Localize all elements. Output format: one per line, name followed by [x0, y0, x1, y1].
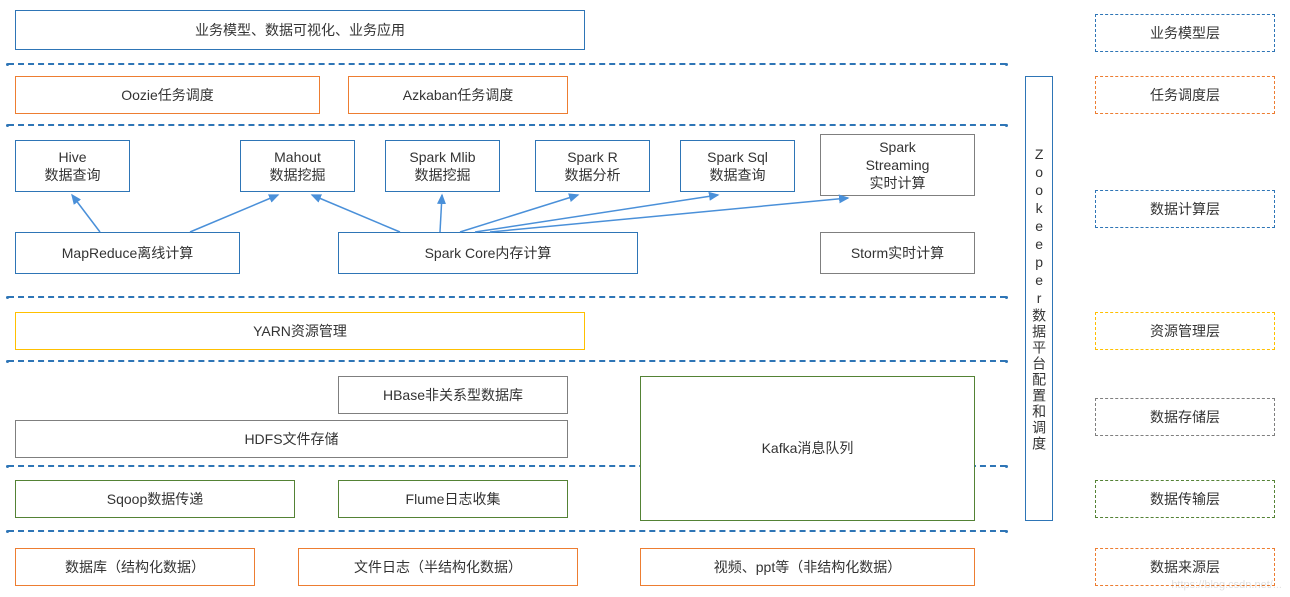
layer-label-storage: 数据存储层 [1095, 398, 1275, 436]
node-kafka: Kafka消息队列 [640, 376, 975, 521]
node-label: Storm实时计算 [851, 244, 944, 262]
node-label: 视频、ppt等（非结构化数据） [714, 558, 901, 576]
layer-label-text: 数据计算层 [1150, 200, 1220, 218]
node-mahout: Mahout 数据挖掘 [240, 140, 355, 192]
node-hive: Hive 数据查询 [15, 140, 130, 192]
node-label: HBase非关系型数据库 [383, 386, 523, 404]
node-label: 业务模型、数据可视化、业务应用 [195, 21, 405, 39]
node-label: MapReduce离线计算 [62, 244, 194, 262]
node-src-file: 文件日志（半结构化数据） [298, 548, 578, 586]
node-label: Mahout 数据挖掘 [270, 148, 326, 184]
layer-label-text: 资源管理层 [1150, 322, 1220, 340]
node-label: YARN资源管理 [253, 322, 347, 340]
node-sparkcore: Spark Core内存计算 [338, 232, 638, 274]
node-label: Spark Sql 数据查询 [707, 148, 768, 184]
layer-label-resource: 资源管理层 [1095, 312, 1275, 350]
node-label: 数据库（结构化数据） [65, 558, 205, 576]
node-spark-r: Spark R 数据分析 [535, 140, 650, 192]
layer-label-text: 业务模型层 [1150, 24, 1220, 42]
node-storm: Storm实时计算 [820, 232, 975, 274]
node-label: Sqoop数据传递 [107, 490, 203, 508]
layer-label-text: 数据来源层 [1150, 558, 1220, 576]
node-spark-sql: Spark Sql 数据查询 [680, 140, 795, 192]
node-label: Oozie任务调度 [121, 86, 214, 104]
node-hdfs: HDFS文件存储 [15, 420, 568, 458]
layer-label-compute: 数据计算层 [1095, 190, 1275, 228]
node-biz-model: 业务模型、数据可视化、业务应用 [15, 10, 585, 50]
layer-label-text: 数据存储层 [1150, 408, 1220, 426]
node-label: 文件日志（半结构化数据） [354, 558, 522, 576]
node-flume: Flume日志收集 [338, 480, 568, 518]
node-azkaban: Azkaban任务调度 [348, 76, 568, 114]
node-yarn: YARN资源管理 [15, 312, 585, 350]
layer-separator [8, 530, 1006, 532]
layer-separator [8, 63, 1006, 65]
node-label: Azkaban任务调度 [403, 86, 513, 104]
node-label: Spark Streaming 实时计算 [866, 138, 930, 193]
watermark: https://blog.csdn.net/... [1171, 579, 1282, 591]
node-label: Spark R 数据分析 [565, 148, 621, 184]
layer-label-biz: 业务模型层 [1095, 14, 1275, 52]
node-oozie: Oozie任务调度 [15, 76, 320, 114]
node-label: Zookeeper数据平台配置和调度 [1030, 146, 1048, 452]
node-hbase: HBase非关系型数据库 [338, 376, 568, 414]
layer-label-text: 任务调度层 [1150, 86, 1220, 104]
node-mapreduce: MapReduce离线计算 [15, 232, 240, 274]
node-spark-mlib: Spark Mlib 数据挖掘 [385, 140, 500, 192]
layer-separator [8, 360, 1006, 362]
node-label: HDFS文件存储 [244, 430, 338, 448]
node-src-video: 视频、ppt等（非结构化数据） [640, 548, 975, 586]
layer-label-text: 数据传输层 [1150, 490, 1220, 508]
node-label: Spark Mlib 数据挖掘 [409, 148, 475, 184]
layer-label-transport: 数据传输层 [1095, 480, 1275, 518]
node-label: Flume日志收集 [406, 490, 501, 508]
node-zookeeper: Zookeeper数据平台配置和调度 [1025, 76, 1053, 521]
node-src-db: 数据库（结构化数据） [15, 548, 255, 586]
node-label: Kafka消息队列 [762, 439, 854, 457]
layer-label-schedule: 任务调度层 [1095, 76, 1275, 114]
layer-separator [8, 124, 1006, 126]
node-sqoop: Sqoop数据传递 [15, 480, 295, 518]
node-spark-streaming: Spark Streaming 实时计算 [820, 134, 975, 196]
node-label: Spark Core内存计算 [425, 244, 552, 262]
layer-separator [8, 296, 1006, 298]
node-label: Hive 数据查询 [45, 148, 101, 184]
